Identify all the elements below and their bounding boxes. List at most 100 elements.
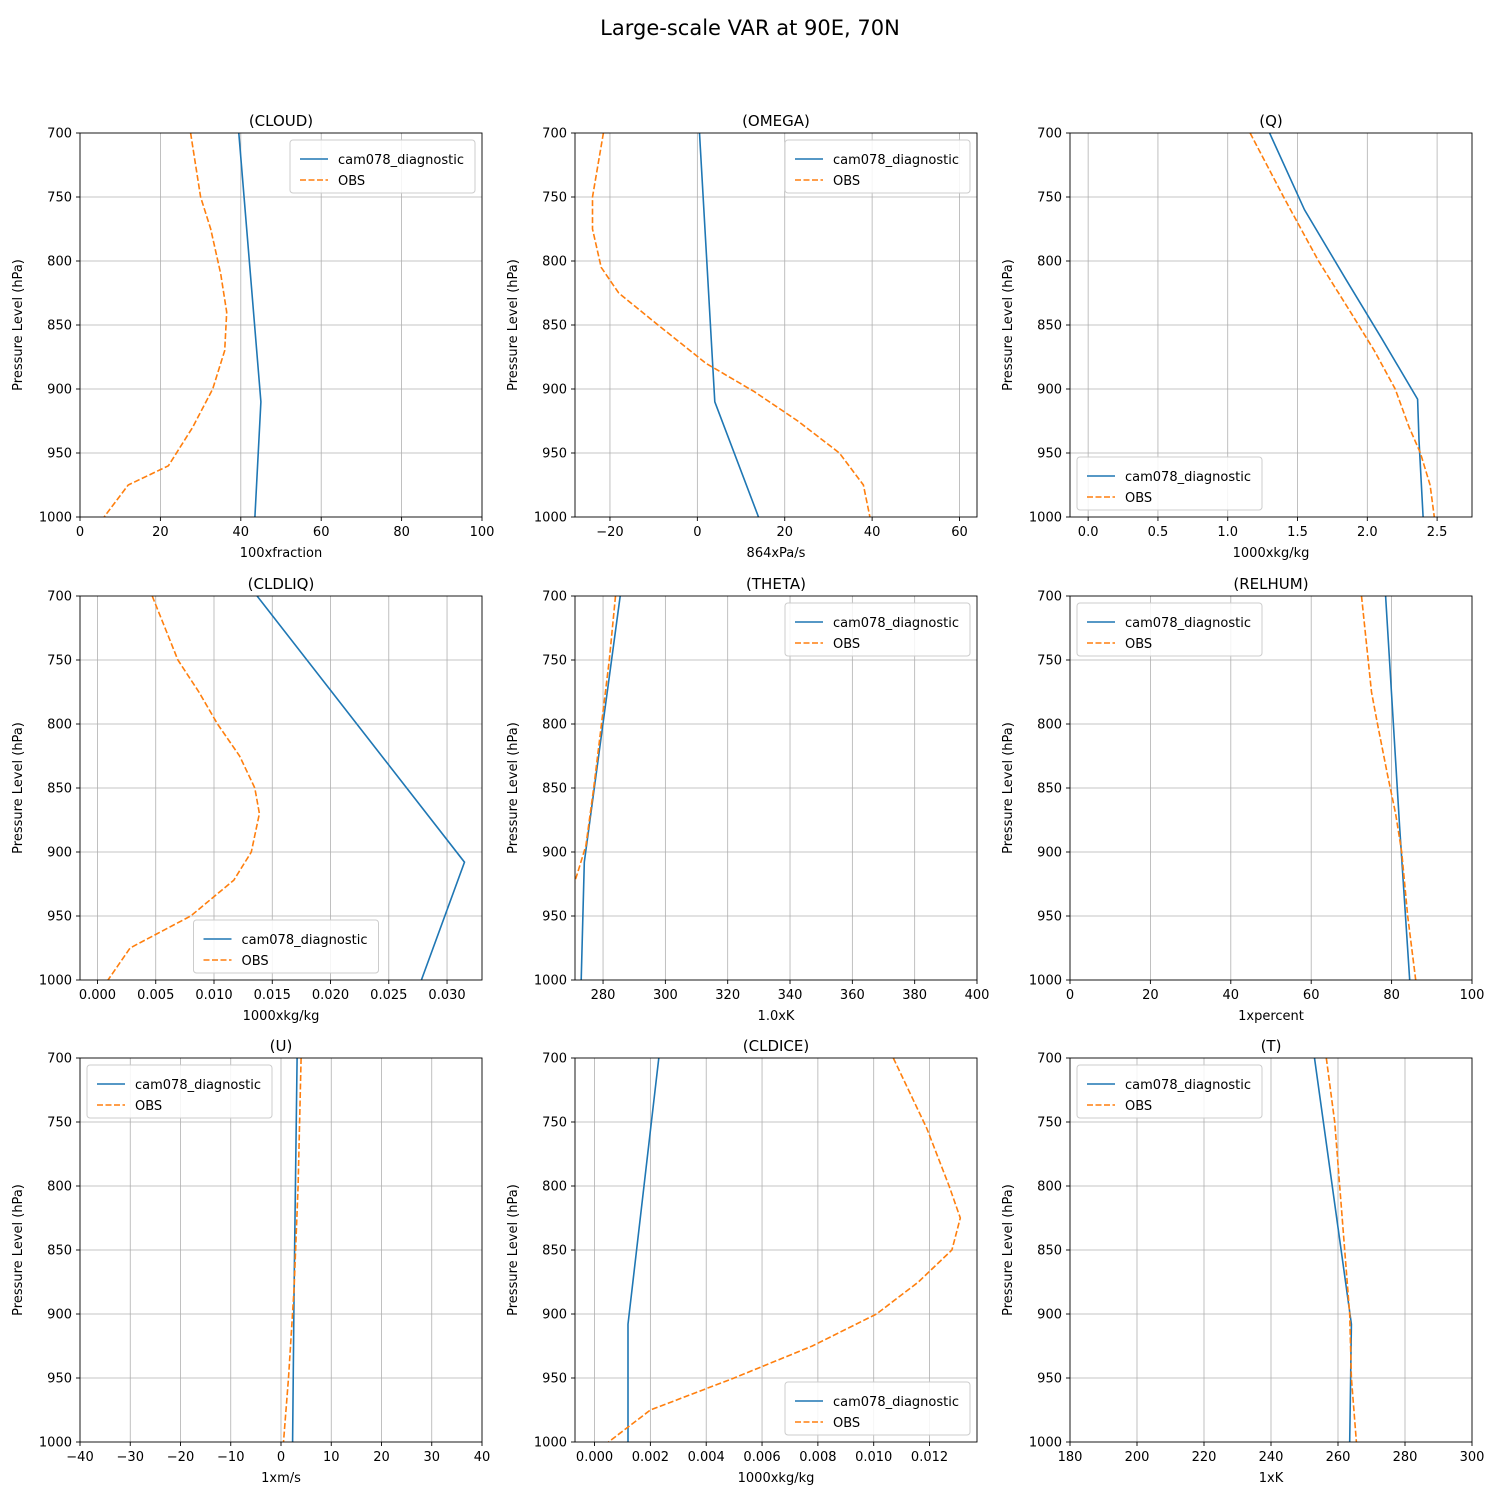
x-axis-label: 1000xkg/kg xyxy=(1233,546,1310,561)
x-tick-label: −10 xyxy=(217,1450,244,1465)
legend-label: cam078_diagnostic xyxy=(1125,1078,1251,1093)
x-tick-label: 300 xyxy=(1460,1450,1485,1465)
x-axis-label: 1000xkg/kg xyxy=(243,1009,320,1024)
x-tick-label: 60 xyxy=(313,525,330,540)
series-line-model xyxy=(256,596,466,980)
y-axis-label: Pressure Level (hPa) xyxy=(506,1184,521,1316)
y-tick-label: 950 xyxy=(1037,910,1062,925)
panel-title: (CLDICE) xyxy=(743,1037,809,1055)
panel-t: 180 200 220 240 260 280 300 700 750 800 850 900 950 1… xyxy=(1001,1037,1484,1486)
panel-theta: 280 300 320 340 360 380 400 700 750 800 850 900 950 1… xyxy=(506,575,989,1024)
x-tick-label: 280 xyxy=(591,988,616,1003)
x-tick-label: 260 xyxy=(1326,1450,1351,1465)
x-tick-label: 0.000 xyxy=(576,1450,613,1465)
y-tick-label: 1000 xyxy=(534,974,567,989)
panel-cloud: 0 20 40 60 80 100 700 750 800 850 900 950 1000 (CLOUD… xyxy=(11,112,494,561)
y-axis-label: Pressure Level (hPa) xyxy=(1001,259,1016,391)
x-axis-label: 864xPa/s xyxy=(747,546,806,561)
y-tick-label: 850 xyxy=(542,1244,567,1259)
x-tick-label: 0.000 xyxy=(79,988,116,1003)
x-tick-label: 0.030 xyxy=(428,988,465,1003)
legend-label: cam078_diagnostic xyxy=(242,933,368,948)
panel-q: 0.0 0.5 1.0 1.5 2.0 2.5 700 750 800 850 900 950 1000… xyxy=(1001,112,1473,561)
legend: cam078_diagnostic OBS xyxy=(784,139,971,194)
x-tick-label: 0.015 xyxy=(254,988,291,1003)
panel-title: (Q) xyxy=(1259,112,1283,130)
y-axis-label: Pressure Level (hPa) xyxy=(1001,722,1016,854)
series-line-obs xyxy=(282,1058,302,1442)
y-axis-label: Pressure Level (hPa) xyxy=(11,722,26,854)
legend-label: cam078_diagnostic xyxy=(833,1395,959,1410)
legend-label: OBS xyxy=(1125,1099,1152,1114)
legend-box xyxy=(784,1381,971,1436)
x-tick-label: 0.004 xyxy=(688,1450,725,1465)
y-tick-label: 750 xyxy=(1037,1116,1062,1131)
y-tick-label: 900 xyxy=(47,383,72,398)
legend: cam078_diagnostic OBS xyxy=(86,1064,273,1119)
y-tick-label: 700 xyxy=(1037,590,1062,605)
y-tick-label: 1000 xyxy=(1029,511,1062,526)
x-tick-label: 1.0 xyxy=(1217,525,1238,540)
y-tick-label: 750 xyxy=(47,654,72,669)
y-tick-label: 850 xyxy=(1037,1244,1062,1259)
x-tick-label: 400 xyxy=(965,988,990,1003)
series-line-obs xyxy=(107,596,261,980)
x-tick-label: 0 xyxy=(76,525,84,540)
x-tick-label: 0 xyxy=(693,525,701,540)
y-tick-label: 750 xyxy=(47,1116,72,1131)
series-line-obs xyxy=(608,1058,962,1442)
legend: cam078_diagnostic OBS xyxy=(1076,456,1263,511)
series-line-obs xyxy=(591,133,871,517)
y-tick-label: 800 xyxy=(47,255,72,270)
x-tick-label: 20 xyxy=(373,1450,390,1465)
x-tick-label: 180 xyxy=(1058,1450,1083,1465)
x-tick-label: 200 xyxy=(1125,1450,1150,1465)
panel-cldice: 0.000 0.002 0.004 0.006 0.008 0.010 0.012 700 75… xyxy=(506,1037,978,1486)
x-tick-label: 0 xyxy=(1066,988,1074,1003)
y-tick-label: 950 xyxy=(542,1372,567,1387)
y-tick-label: 800 xyxy=(1037,718,1062,733)
x-tick-label: 40 xyxy=(474,1450,491,1465)
panel-title: (CLOUD) xyxy=(249,112,313,130)
series-line-model xyxy=(1384,596,1411,980)
y-tick-label: 850 xyxy=(542,319,567,334)
y-tick-label: 800 xyxy=(47,718,72,733)
x-tick-label: 340 xyxy=(778,988,803,1003)
legend-label: cam078_diagnostic xyxy=(1125,470,1251,485)
x-tick-label: 360 xyxy=(840,988,865,1003)
x-tick-label: 20 xyxy=(776,525,793,540)
legend-label: OBS xyxy=(242,954,269,969)
panel-title: (CLDLIQ) xyxy=(248,575,315,593)
x-tick-label: −20 xyxy=(596,525,623,540)
y-tick-label: 900 xyxy=(1037,1308,1062,1323)
series-line-obs xyxy=(1360,596,1417,980)
legend-label: OBS xyxy=(1125,491,1152,506)
y-tick-label: 1000 xyxy=(534,1436,567,1451)
x-tick-label: −30 xyxy=(117,1450,144,1465)
y-tick-label: 700 xyxy=(542,1052,567,1067)
y-tick-label: 1000 xyxy=(39,1436,72,1451)
y-tick-label: 1000 xyxy=(39,511,72,526)
legend-box xyxy=(1076,602,1263,657)
y-tick-label: 1000 xyxy=(1029,1436,1062,1451)
y-tick-label: 900 xyxy=(1037,383,1062,398)
legend-box xyxy=(289,139,476,194)
x-tick-label: 60 xyxy=(1303,988,1320,1003)
y-tick-label: 950 xyxy=(47,910,72,925)
series-line-model xyxy=(627,1058,660,1442)
figure-title: Large-scale VAR at 90E, 70N xyxy=(600,16,900,40)
x-tick-label: 220 xyxy=(1192,1450,1217,1465)
legend-box xyxy=(86,1064,273,1119)
x-tick-label: 0.025 xyxy=(370,988,407,1003)
series-line-model xyxy=(580,596,621,980)
legend-label: OBS xyxy=(1125,637,1152,652)
x-tick-label: 0.5 xyxy=(1148,525,1169,540)
y-tick-label: 800 xyxy=(1037,255,1062,270)
y-tick-label: 750 xyxy=(47,191,72,206)
y-tick-label: 750 xyxy=(542,191,567,206)
y-tick-label: 950 xyxy=(1037,1372,1062,1387)
y-tick-label: 850 xyxy=(1037,782,1062,797)
legend-box xyxy=(1076,456,1263,511)
y-tick-label: 700 xyxy=(47,1052,72,1067)
x-tick-label: 2.5 xyxy=(1427,525,1448,540)
